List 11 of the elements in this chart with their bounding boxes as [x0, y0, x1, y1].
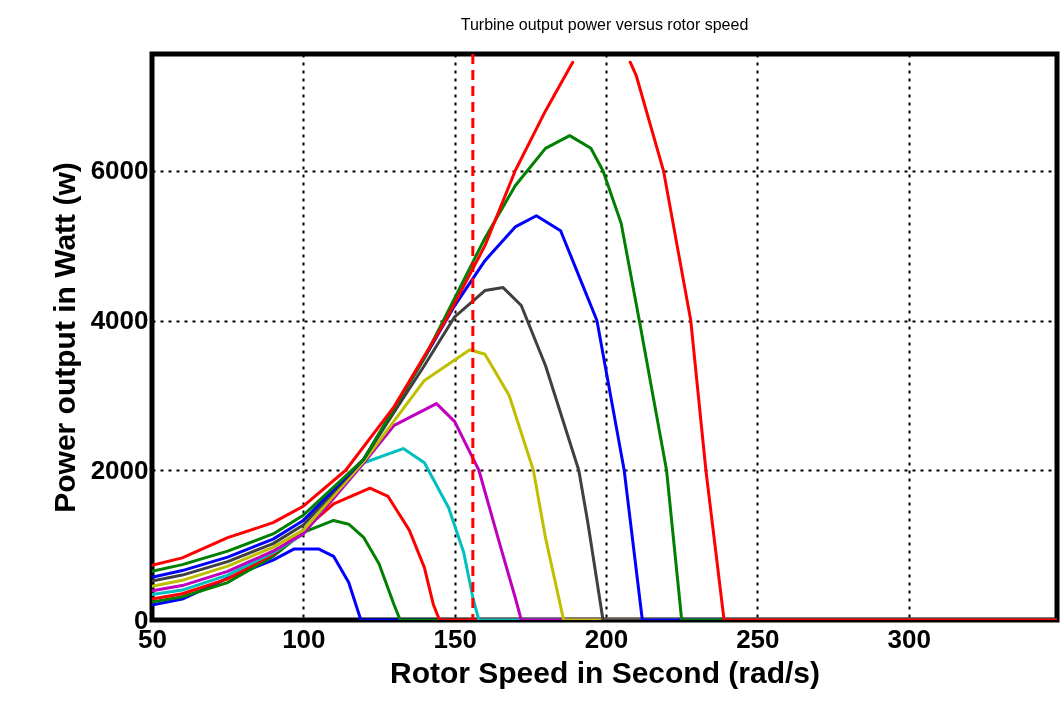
x-tick-label: 200: [584, 623, 629, 654]
y-tick-label: 4000: [90, 305, 149, 336]
x-tick-label: 250: [736, 623, 780, 654]
x-tick-label: 150: [433, 623, 477, 654]
y-tick-label: 2000: [90, 454, 149, 485]
y-axis-title: Power output in Watt (w): [47, 162, 81, 513]
y-tick-label: 6000: [90, 155, 149, 186]
chart-title: Turbine output power versus rotor speed: [460, 15, 749, 33]
x-tick-label: 300: [887, 623, 931, 654]
x-axis-title: Rotor Speed in Second (rad/s): [389, 655, 821, 689]
x-tick-label: 100: [282, 623, 326, 654]
